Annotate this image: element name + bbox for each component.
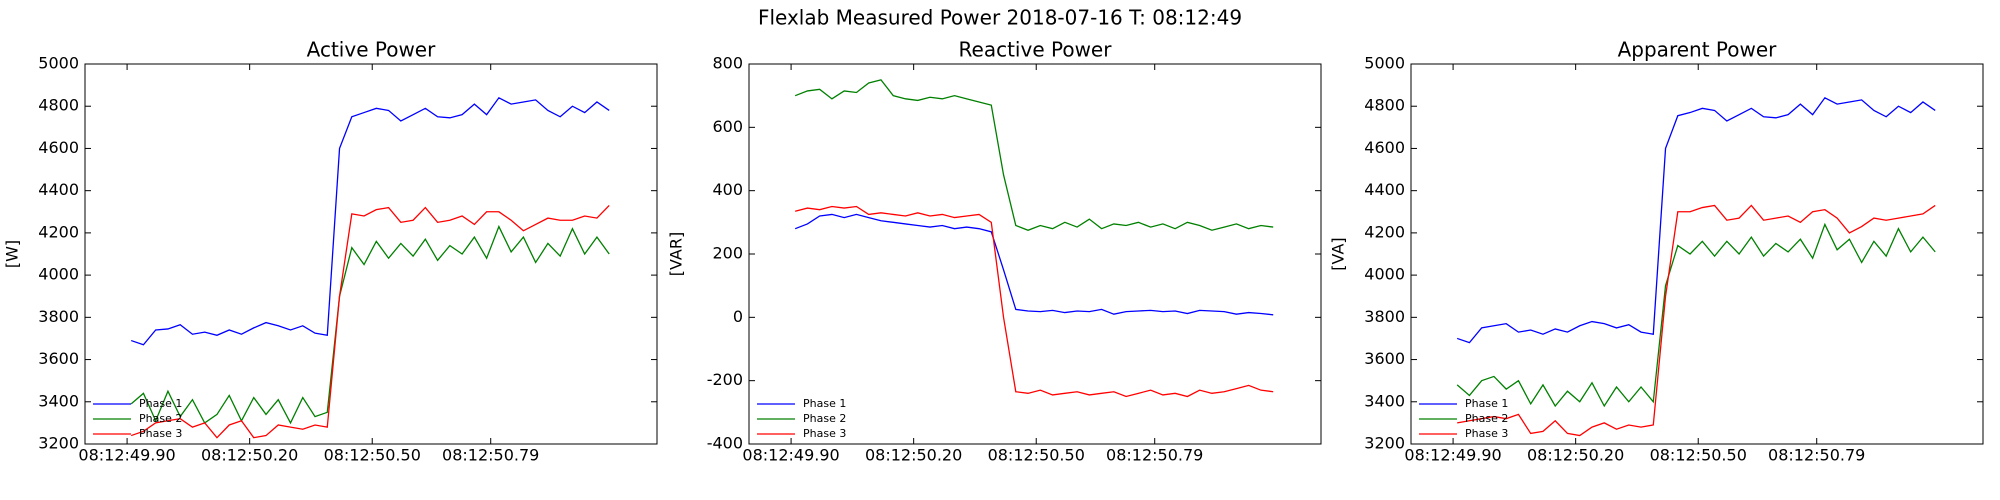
legend-label: Phase 3	[139, 427, 182, 440]
subplot: Active Power [W] 3200 3400 3600 3800 4000 4200 4…	[3, 38, 658, 465]
legend-label: Phase 3	[1465, 427, 1508, 440]
x-tick-label: 08:12:50.79	[442, 446, 539, 465]
y-tick-label: 3800	[38, 307, 79, 326]
y-tick-label: 3200	[38, 434, 79, 453]
legend-label: Phase 1	[1465, 397, 1508, 410]
y-tick-label: 4000	[1364, 265, 1405, 284]
y-tick-label: 3200	[1364, 434, 1405, 453]
legend-label: Phase 2	[139, 412, 182, 425]
x-tick-label: 08:12:50.50	[324, 446, 421, 465]
subplot: Reactive Power [VAR] -400 -200 0 200 400 600 800…	[667, 38, 1322, 465]
x-tick-label: 08:12:50.20	[1527, 446, 1624, 465]
subplot: Apparent Power [VA] 3200 3400 3600 3800 4000 42…	[1329, 38, 1984, 465]
y-tick-label: 4800	[1364, 96, 1405, 115]
legend-label: Phase 2	[1465, 412, 1508, 425]
y-tick-label: 3400	[38, 391, 79, 410]
y-axis-label: [VAR]	[667, 232, 686, 276]
y-tick-label: 200	[712, 244, 743, 263]
y-axis-label: [W]	[3, 240, 22, 268]
data-line	[795, 205, 1274, 398]
y-tick-label: 4800	[38, 96, 79, 115]
y-tick-label: 4600	[1364, 138, 1405, 157]
subplot-title: Reactive Power	[959, 38, 1113, 62]
data-line	[130, 96, 610, 346]
axes-frame	[84, 63, 658, 445]
y-tick-label: 4200	[1364, 222, 1405, 241]
subplot-title: Apparent Power	[1618, 38, 1778, 62]
data-line	[1457, 204, 1936, 437]
data-line	[130, 224, 610, 425]
data-line	[1456, 96, 1936, 344]
y-tick-label: 3400	[1364, 391, 1405, 410]
y-tick-label: 4400	[38, 180, 79, 199]
y-axis-label: [VA]	[1329, 237, 1348, 270]
axes-frame	[1410, 63, 1984, 445]
legend-label: Phase 3	[803, 427, 846, 440]
y-tick-label: 4200	[38, 222, 79, 241]
legend-label: Phase 2	[803, 412, 846, 425]
y-tick-label: -200	[707, 370, 743, 389]
y-tick-label: 800	[712, 54, 743, 73]
x-tick-label: 08:12:50.79	[1106, 446, 1203, 465]
y-tick-label: 4400	[1364, 180, 1405, 199]
x-tick-label: 08:12:50.79	[1768, 446, 1865, 465]
y-tick-label: 5000	[1364, 54, 1405, 73]
y-tick-label: 400	[712, 180, 743, 199]
y-tick-label: 3600	[1364, 349, 1405, 368]
x-tick-label: 08:12:49.90	[742, 446, 839, 465]
data-line	[1456, 222, 1936, 408]
x-tick-label: 08:12:49.90	[78, 446, 175, 465]
axes-frame	[748, 63, 1322, 445]
y-tick-label: 4600	[38, 138, 79, 157]
subplot-title: Active Power	[307, 38, 436, 62]
legend-label: Phase 1	[139, 397, 182, 410]
x-tick-label: 08:12:50.20	[865, 446, 962, 465]
x-tick-label: 08:12:50.50	[988, 446, 1085, 465]
y-tick-label: 4000	[38, 265, 79, 284]
y-tick-label: 600	[712, 117, 743, 136]
x-tick-label: 08:12:50.20	[201, 446, 298, 465]
y-tick-label: 0	[733, 307, 743, 326]
y-tick-label: -400	[707, 434, 743, 453]
data-line	[130, 204, 610, 439]
y-tick-label: 3600	[38, 349, 79, 368]
x-tick-label: 08:12:50.50	[1650, 446, 1747, 465]
figure-title: Flexlab Measured Power 2018-07-16 T: 08:…	[758, 6, 1242, 30]
y-tick-label: 5000	[38, 54, 79, 73]
y-tick-label: 3800	[1364, 307, 1405, 326]
x-tick-label: 08:12:49.90	[1404, 446, 1501, 465]
data-line	[794, 213, 1274, 316]
legend-label: Phase 1	[803, 397, 846, 410]
data-line	[794, 79, 1274, 231]
